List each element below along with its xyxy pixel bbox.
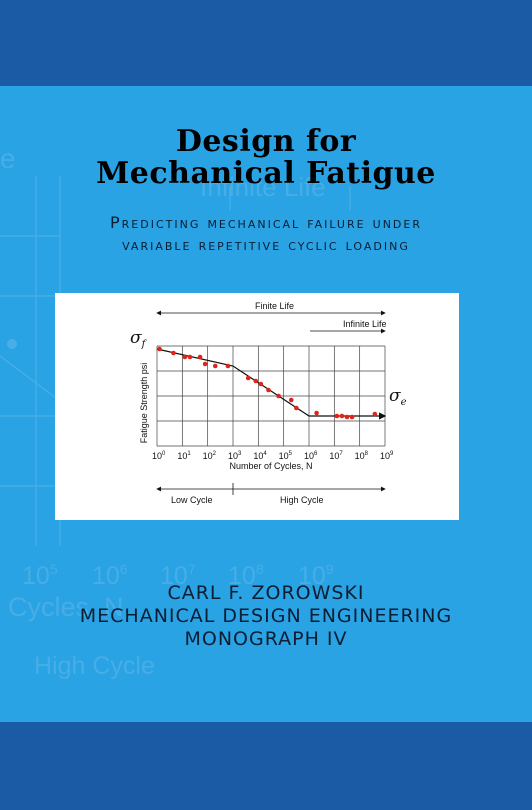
data-point xyxy=(258,381,264,387)
data-point xyxy=(245,375,251,381)
x-tick-label: 106 xyxy=(304,451,318,461)
bg-label-high-cycle: High Cycle xyxy=(34,652,155,680)
x-tick-label: 102 xyxy=(203,451,217,461)
sigma-f-label: σf xyxy=(130,328,148,350)
data-point xyxy=(197,354,203,360)
x-axis-label: Number of Cycles, N xyxy=(229,461,312,471)
bottom-band xyxy=(0,722,532,810)
data-point xyxy=(288,397,294,403)
low-cycle-label: Low Cycle xyxy=(171,495,213,505)
data-point xyxy=(339,413,345,419)
data-point xyxy=(253,378,259,384)
x-tick-label: 104 xyxy=(253,451,267,461)
data-point xyxy=(314,410,319,416)
data-point xyxy=(266,387,271,393)
x-tick-label: 103 xyxy=(228,451,242,461)
bg-tick-6: 106 xyxy=(92,561,128,590)
y-axis-label: Fatigue Strength psi xyxy=(139,363,149,444)
data-points xyxy=(157,346,378,420)
x-tick-labels: 100 101 102 103 104 105 106 107 108 109 xyxy=(152,451,394,461)
data-point xyxy=(349,414,355,420)
bg-label-cycles: Cycles, N xyxy=(8,592,124,622)
bg-label-infinite-life: Infinite Life xyxy=(200,172,326,202)
book-subtitle: Predicting mechanical failure under vari… xyxy=(0,212,532,256)
x-tick-label: 105 xyxy=(279,451,293,461)
data-point xyxy=(334,413,340,419)
series-line-2: MONOGRAPH IV xyxy=(184,628,348,650)
data-point xyxy=(294,405,299,411)
subtitle-line-2: variable repetitive cyclic loading xyxy=(122,235,410,254)
author-name: CARL F. ZOROWSKI xyxy=(167,582,365,604)
data-point xyxy=(171,350,176,356)
author-block: CARL F. ZOROWSKI MECHANICAL DESIGN ENGIN… xyxy=(0,582,532,651)
data-point xyxy=(225,363,231,369)
trend-line-group xyxy=(156,348,387,420)
data-point xyxy=(187,354,193,360)
subtitle-line-1: Predicting mechanical failure under xyxy=(110,213,422,232)
data-point xyxy=(372,411,378,417)
title-line-2: Mechanical Fatigue xyxy=(96,156,436,191)
bg-tick-8: 108 xyxy=(228,561,264,590)
data-point xyxy=(157,346,162,352)
top-band xyxy=(0,0,532,86)
bg-tick-7: 107 xyxy=(160,561,196,590)
data-point xyxy=(202,361,208,367)
title-line-1: Design for xyxy=(175,124,357,159)
data-point xyxy=(182,354,188,360)
x-tick-label: 108 xyxy=(355,451,369,461)
x-tick-label: 107 xyxy=(329,451,343,461)
book-title: Design for Mechanical Fatigue xyxy=(0,126,532,190)
bg-label-e: e xyxy=(0,143,16,174)
high-cycle-label: High Cycle xyxy=(280,495,324,505)
finite-life-label: Finite Life xyxy=(255,301,294,311)
main-panel: e Infinite Life 105 106 107 108 109 Cycl… xyxy=(0,86,532,722)
x-tick-label: 101 xyxy=(177,451,191,461)
sn-curve-figure: 100 101 102 103 104 105 106 107 108 109 Finite Li… xyxy=(55,293,459,520)
series-line-1: MECHANICAL DESIGN ENGINEERING xyxy=(79,605,453,627)
background-art: e Infinite Life 105 106 107 108 109 Cycl… xyxy=(0,143,351,680)
data-point xyxy=(276,393,281,399)
data-point xyxy=(212,363,218,369)
data-point xyxy=(344,414,350,420)
sigma-e-label: σe xyxy=(389,386,407,408)
infinite-life-label: Infinite Life xyxy=(343,319,387,329)
x-tick-label: 109 xyxy=(380,451,394,461)
x-tick-label: 100 xyxy=(152,451,166,461)
bg-tick-5: 105 xyxy=(22,561,58,590)
chart-grid xyxy=(156,345,386,447)
sn-curve-chart: 100 101 102 103 104 105 106 107 108 109 Finite Li… xyxy=(130,301,407,505)
bg-tick-9: 109 xyxy=(298,561,334,590)
trend-line xyxy=(156,348,385,417)
